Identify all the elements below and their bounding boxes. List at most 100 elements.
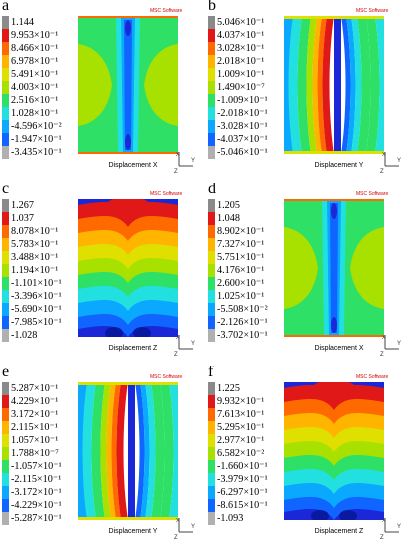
- legend-swatch: [208, 512, 215, 525]
- axis-triad-icon: Y Z X: [174, 335, 195, 357]
- legend-value: 2.018×10⁻¹: [217, 56, 265, 67]
- legend-swatch: [208, 120, 215, 133]
- legend-swatch: [2, 251, 9, 264]
- legend-swatch: [208, 133, 215, 146]
- contour-plot: [78, 16, 178, 154]
- legend-value: 1.490×10⁻⁷: [217, 82, 265, 93]
- legend-row: 4.229×10⁻¹: [2, 395, 62, 408]
- legend-swatch: [2, 303, 9, 316]
- legend-value: 7.327×10⁻¹: [217, 239, 265, 250]
- contour-band: [312, 382, 356, 396]
- legend-row: 1.048: [208, 212, 268, 225]
- panel-caption: Displacement Z: [314, 528, 364, 535]
- legend-row: -5.287×10⁻¹: [2, 512, 62, 525]
- legend-swatch: [208, 264, 215, 277]
- legend-value: -4.596×10⁻²: [11, 121, 62, 132]
- legend-row: -2.018×10⁻¹: [208, 107, 268, 120]
- legend-value: -3.435×10⁻¹: [11, 147, 62, 158]
- contour-band: [116, 382, 128, 520]
- contour-band: [105, 327, 123, 337]
- legend-row: 4.003×10⁻¹: [2, 81, 62, 94]
- legend-value: -8.615×10⁻¹: [217, 500, 268, 511]
- legend-swatch: [208, 395, 215, 408]
- legend-swatch: [208, 316, 215, 329]
- legend-swatch: [2, 133, 9, 146]
- contour-band: [375, 16, 384, 154]
- legend-row: 1.225: [208, 382, 268, 395]
- legend-value: -6.297×10⁻¹: [217, 487, 268, 498]
- legend-row: -3.702×10⁻¹: [208, 329, 268, 342]
- legend-value: -5.508×10⁻²: [217, 304, 268, 315]
- legend-value: 8.902×10⁻¹: [217, 226, 265, 237]
- legend-swatch: [208, 460, 215, 473]
- contour-band: [106, 382, 116, 520]
- legend-value: 1.028×10⁻¹: [11, 108, 59, 119]
- legend-value: 2.977×10⁻¹: [217, 435, 265, 446]
- legend-row: -7.985×10⁻¹: [2, 316, 62, 329]
- legend-row: 1.009×10⁻¹: [208, 68, 268, 81]
- contour-band: [284, 509, 384, 520]
- legend-value: 3.028×10⁻¹: [217, 43, 265, 54]
- legend-swatch: [208, 421, 215, 434]
- legend-value: 5.287×10⁻¹: [11, 383, 59, 394]
- panel-e: e 5.287×10⁻¹ 4.229×10⁻¹ 3.172×10⁻¹ 2.115×10…: [0, 366, 205, 549]
- axis-label-x: X: [176, 152, 180, 158]
- contour-band: [78, 16, 178, 18]
- legend-value: 1.205: [217, 200, 240, 211]
- contour-band: [125, 20, 131, 36]
- msc-software-logo: MSC Software: [356, 191, 389, 197]
- contour-band: [169, 382, 178, 520]
- contour-band: [78, 326, 178, 337]
- legend-value: 3.172×10⁻¹: [11, 409, 59, 420]
- legend-value: 5.751×10⁻¹: [217, 252, 265, 263]
- legend-swatch: [208, 329, 215, 342]
- axis-triad-icon: Y Z X: [380, 335, 401, 357]
- contour-band: [334, 16, 341, 154]
- axis-label-x: X: [176, 518, 180, 524]
- legend-swatch: [2, 212, 9, 225]
- contour-band: [330, 203, 338, 333]
- legend-row: 3.488×10⁻¹: [2, 251, 62, 264]
- legend-swatch: [2, 42, 9, 55]
- legend-swatch: [2, 107, 9, 120]
- legend-row: 1.788×10⁻⁷: [2, 447, 62, 460]
- legend-value: -5.690×10⁻¹: [11, 304, 62, 315]
- legend-swatch: [208, 434, 215, 447]
- legend-swatch: [208, 225, 215, 238]
- contour-band: [78, 382, 178, 385]
- legend-swatch: [2, 55, 9, 68]
- legend-row: -3.172×10⁻¹: [2, 486, 62, 499]
- legend-swatch: [208, 55, 215, 68]
- legend-swatch: [208, 447, 215, 460]
- contour-band: [145, 382, 156, 520]
- legend-value: 4.037×10⁻¹: [217, 30, 265, 41]
- legend-value: 4.229×10⁻¹: [11, 396, 59, 407]
- axis-label-z: Z: [174, 169, 178, 174]
- panel-caption: Displacement X: [314, 345, 364, 352]
- legend-row: -5.046×10⁻¹: [208, 146, 268, 159]
- msc-software-logo: MSC Software: [150, 8, 183, 14]
- panel-letter: f: [208, 366, 214, 380]
- legend-value: 1.225: [217, 383, 240, 394]
- legend-swatch: [2, 94, 9, 107]
- legend-row: 1.057×10⁻¹: [2, 434, 62, 447]
- legend-value: -2.115×10⁻¹: [11, 474, 62, 485]
- contour-band: [284, 16, 384, 19]
- contour-band: [357, 16, 371, 154]
- legend-row: -3.028×10⁻¹: [208, 120, 268, 133]
- contour-band: [160, 382, 174, 520]
- legend-swatch: [208, 107, 215, 120]
- msc-software-logo: MSC Software: [150, 191, 183, 197]
- legend-value: -1.660×10⁻¹: [217, 461, 268, 472]
- contour-plot: [78, 382, 178, 520]
- legend-row: -3.979×10⁻¹: [208, 473, 268, 486]
- legend-value: -3.702×10⁻¹: [217, 330, 268, 341]
- contour-plot: [284, 199, 384, 337]
- legend-swatch: [208, 42, 215, 55]
- legend-swatch: [208, 382, 215, 395]
- legend-swatch: [2, 473, 9, 486]
- contour-band: [341, 16, 351, 154]
- legend-row: 4.176×10⁻¹: [208, 264, 268, 277]
- contour-plot: [284, 16, 384, 154]
- legend-value: 8.078×10⁻¹: [11, 226, 59, 237]
